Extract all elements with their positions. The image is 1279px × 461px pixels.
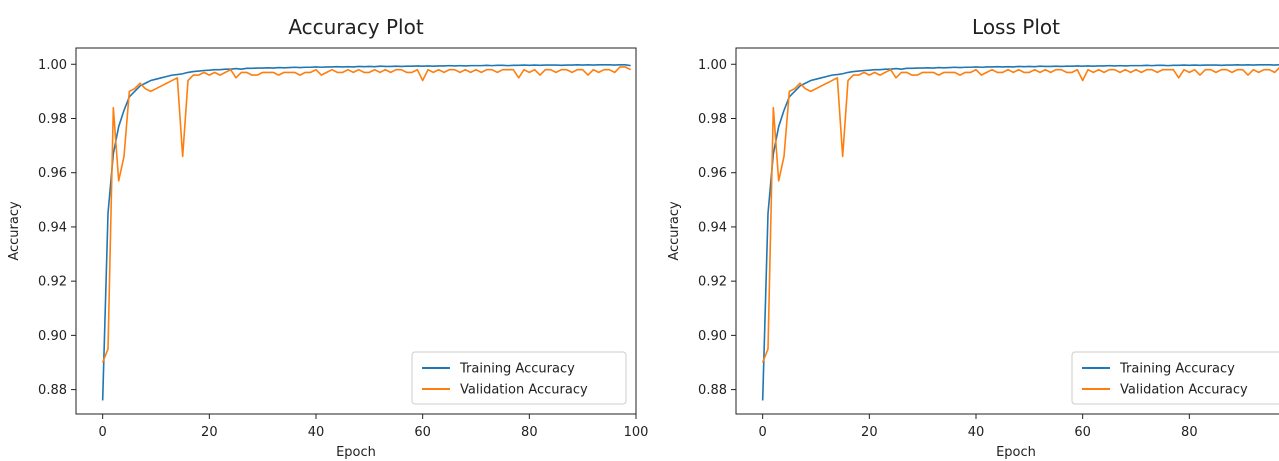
- chart-2-x-axis-label: Epoch: [996, 445, 1036, 460]
- chart-2-legend-label-validation-accuracy: Validation Accuracy: [1120, 383, 1248, 398]
- chart-2-y-tick-label: 0.88: [698, 383, 727, 398]
- chart-2-y-axis-label: Accuracy: [667, 201, 682, 261]
- chart-2-x-tick-label: 40: [968, 425, 985, 440]
- chart-1-x-axis-label: Epoch: [336, 445, 376, 460]
- chart-2-x-tick-label: 0: [759, 425, 767, 440]
- chart-1-y-tick-label: 0.96: [38, 166, 67, 181]
- chart-1-y-tick-label: 0.98: [38, 112, 67, 127]
- chart-2-legend-label-training-accuracy: Training Accuracy: [1119, 362, 1235, 377]
- chart-2-legend: [1071, 351, 1279, 405]
- chart-1-y-tick-label: 0.92: [38, 275, 67, 290]
- chart-1-x-tick-label: 40: [308, 425, 325, 440]
- chart-1-y-tick-label: 0.94: [38, 220, 67, 235]
- chart-2-plot-frame: [735, 47, 1279, 415]
- chart-1-series-line-training-accuracy: [101, 64, 631, 401]
- chart-1-x-tick-label: 20: [201, 425, 218, 440]
- chart-1-x-tick-label: 60: [414, 425, 431, 440]
- chart-1-x-tick-label: 0: [99, 425, 107, 440]
- chart-2-y-tick-label: 0.96: [698, 166, 727, 181]
- chart-1-y-tick-label: 0.90: [38, 329, 67, 344]
- chart-1-x-tick-label: 80: [521, 425, 538, 440]
- chart-2-title: Loss Plot: [972, 15, 1060, 39]
- chart-2-y-tick-label: 0.94: [698, 220, 727, 235]
- chart-1-series-line-validation-accuracy: [101, 66, 632, 363]
- loss-plot-chart: Loss Plot 0.88 0.90 0.92 0.94 0.96 0.98 1.00 0 20…: [667, 15, 1279, 460]
- chart-1-legend-label-validation-accuracy: Validation Accuracy: [460, 383, 588, 398]
- chart-1-y-tick-label: 0.88: [38, 383, 67, 398]
- chart-2-y-tick-label: 0.90: [698, 329, 727, 344]
- chart-1-y-tick-label: 1.00: [38, 58, 67, 73]
- chart-1-x-tick-label: 100: [624, 425, 649, 440]
- chart-2-y-tick-label: 0.98: [698, 112, 727, 127]
- chart-2-series-line-training-accuracy: [761, 64, 1279, 401]
- chart-2-x-tick-label: 20: [861, 425, 878, 440]
- accuracy-plot-chart: Accuracy Plot 0.88 0.90 0.92 0.94 0.96 0.98 1.0…: [7, 15, 649, 460]
- chart-2-y-tick-label: 1.00: [698, 58, 727, 73]
- chart-1-legend-label-training-accuracy: Training Accuracy: [459, 362, 575, 377]
- chart-2-series-line-validation-accuracy: [761, 66, 1279, 363]
- chart-2-x-tick-label: 60: [1074, 425, 1091, 440]
- chart-1-plot-frame: [75, 47, 637, 415]
- chart-2-y-tick-label: 0.92: [698, 275, 727, 290]
- chart-1-title: Accuracy Plot: [288, 15, 424, 39]
- chart-2-x-tick-label: 80: [1181, 425, 1198, 440]
- chart-1-y-axis-label: Accuracy: [7, 201, 22, 261]
- chart-1-legend: [411, 351, 627, 405]
